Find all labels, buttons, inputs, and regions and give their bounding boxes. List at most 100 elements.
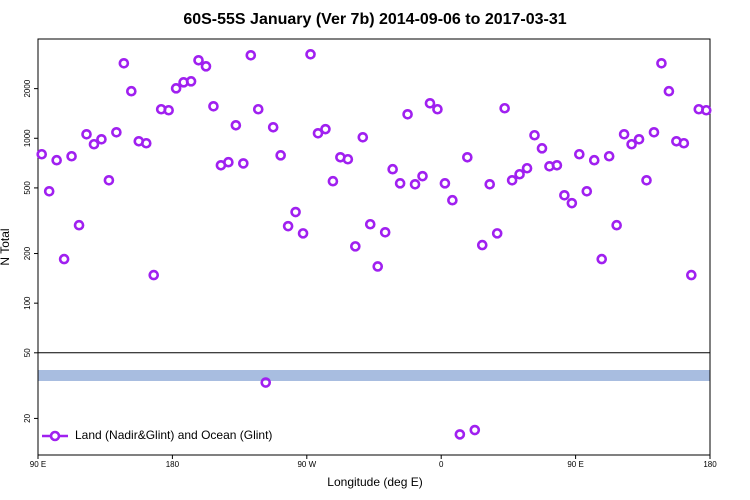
y-tick-label: 1000 <box>23 129 32 147</box>
point <box>51 154 62 166</box>
y-tick-label: 200 <box>23 246 32 260</box>
point <box>260 377 272 388</box>
point <box>402 108 413 120</box>
point <box>394 178 406 189</box>
y-tick-label: 50 <box>23 348 32 357</box>
point <box>96 133 107 145</box>
y-tick-label: 2000 <box>23 79 32 97</box>
point <box>357 131 369 143</box>
point <box>200 61 212 72</box>
point <box>81 129 92 140</box>
point <box>686 269 697 281</box>
point <box>611 219 622 231</box>
point <box>208 100 219 112</box>
point <box>678 137 690 149</box>
point <box>58 253 70 265</box>
point <box>626 138 637 150</box>
point <box>252 103 264 115</box>
point <box>529 129 540 141</box>
point <box>267 121 279 133</box>
point <box>603 150 615 162</box>
point <box>73 219 85 231</box>
y-tick-label: 500 <box>23 181 32 195</box>
point <box>245 49 257 61</box>
point <box>506 175 518 186</box>
point <box>379 227 391 238</box>
y-tick-label: 100 <box>23 296 32 310</box>
point <box>193 54 204 66</box>
point <box>596 253 608 265</box>
point <box>447 194 458 206</box>
point <box>633 133 645 145</box>
point <box>476 239 488 251</box>
point <box>297 228 309 239</box>
point <box>238 158 249 169</box>
point <box>514 168 525 180</box>
x-tick-label: 90 W <box>297 460 316 469</box>
point <box>387 163 398 175</box>
point <box>432 103 443 115</box>
point <box>185 76 197 87</box>
point <box>170 83 182 94</box>
point <box>417 170 428 182</box>
point <box>566 197 578 209</box>
x-tick-label: 90 E <box>567 460 583 469</box>
point <box>648 127 660 138</box>
point <box>103 175 115 186</box>
x-tick-label: 90 E <box>30 460 46 469</box>
point <box>663 85 675 97</box>
point <box>581 185 593 197</box>
point <box>223 156 234 168</box>
plot-frame <box>37 38 711 456</box>
x-tick-label: 0 <box>439 460 444 469</box>
point <box>43 185 55 197</box>
chart-title: 60S-55S January (Ver 7b) 2014-09-06 to 2… <box>183 11 566 28</box>
point <box>551 159 563 171</box>
point <box>126 85 137 97</box>
point <box>536 143 548 154</box>
point <box>424 97 436 109</box>
point <box>88 138 100 150</box>
point <box>163 104 174 116</box>
point <box>282 220 294 232</box>
y-tick-label: 20 <box>23 413 32 422</box>
point <box>320 123 331 135</box>
point <box>559 189 570 201</box>
point <box>66 150 77 162</box>
x-tick-label: 180 <box>703 460 717 469</box>
point <box>140 137 152 149</box>
point <box>700 104 712 116</box>
point <box>327 175 339 187</box>
point <box>372 261 384 272</box>
point <box>312 127 324 139</box>
point <box>148 269 160 281</box>
legend-marker <box>49 430 61 442</box>
point <box>364 218 376 230</box>
point <box>290 206 301 218</box>
point <box>641 175 652 186</box>
point <box>484 178 496 190</box>
point <box>454 429 466 440</box>
band <box>38 370 710 381</box>
point <box>342 153 354 165</box>
point <box>439 178 451 189</box>
point <box>350 241 361 252</box>
x-tick-label: 180 <box>166 460 180 469</box>
point <box>275 150 286 161</box>
point <box>118 57 130 69</box>
point <box>574 148 585 160</box>
point <box>409 178 421 190</box>
point <box>499 102 510 114</box>
point <box>305 49 316 60</box>
point <box>521 162 533 174</box>
point <box>230 119 242 131</box>
legend-label: Land (Nadir&Glint) and Ocean (Glint) <box>75 428 272 442</box>
point <box>469 424 481 436</box>
point <box>462 151 473 163</box>
point <box>111 127 122 138</box>
point <box>36 148 48 160</box>
point <box>588 154 600 166</box>
x-axis-label: Longitude (deg E) <box>327 475 422 489</box>
